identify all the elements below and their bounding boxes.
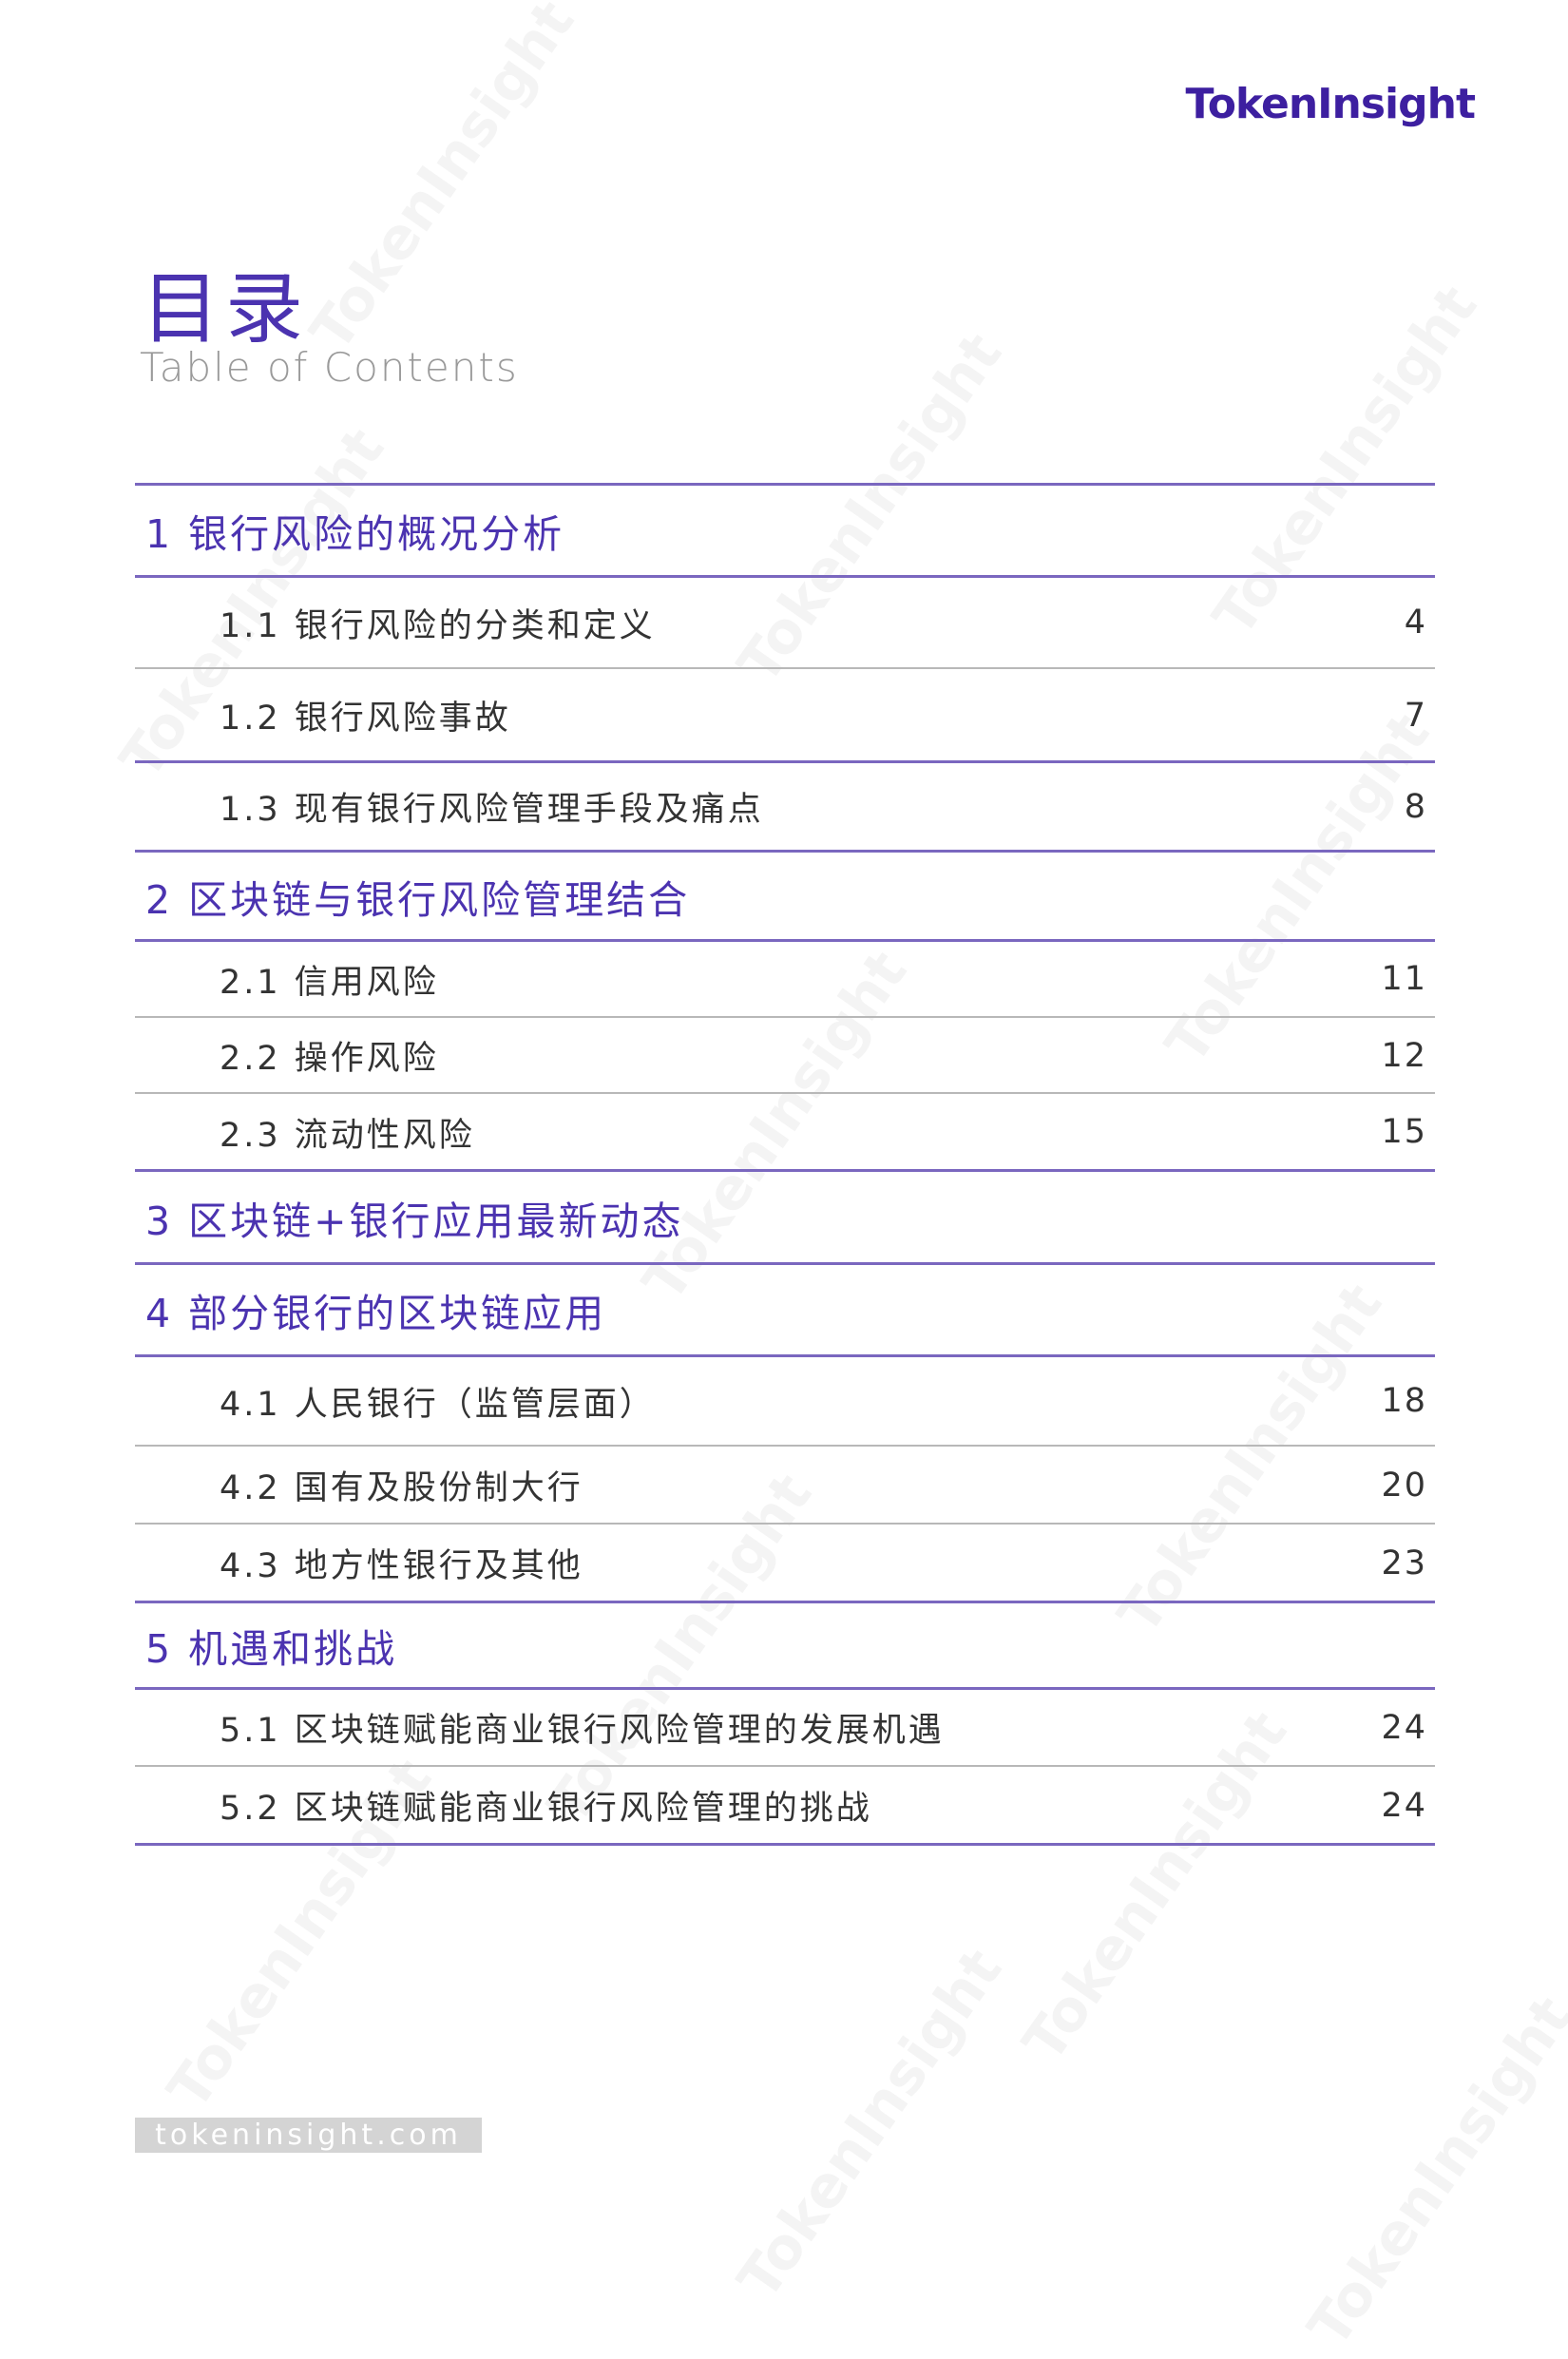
toc-divider: [135, 667, 1435, 669]
toc-entry[interactable]: 5.1 区块链赋能商业银行风险管理的发展机遇 24: [135, 1690, 1427, 1765]
toc-divider: [135, 939, 1435, 942]
toc-divider: [135, 1262, 1435, 1265]
toc-label: 2.2 操作风险: [220, 1040, 439, 1078]
toc-entry[interactable]: 4.1 人民银行（监管层面） 18: [135, 1357, 1427, 1445]
toc-label: 4.1 人民银行（监管层面）: [220, 1385, 656, 1424]
toc-divider: [135, 1016, 1435, 1018]
toc-divider: [135, 1687, 1435, 1690]
toc-label: 3 区块链+银行应用最新动态: [145, 1198, 684, 1244]
toc-divider: [135, 483, 1435, 486]
toc-label: 4 部分银行的区块链应用: [145, 1291, 607, 1336]
toc-page-number: 11: [1381, 960, 1427, 998]
toc-divider: [135, 1445, 1435, 1447]
toc-divider: [135, 1765, 1435, 1767]
toc-entry[interactable]: 1.2 银行风险事故 7: [135, 670, 1427, 760]
toc-label: 5.2 区块链赋能商业银行风险管理的挑战: [220, 1790, 872, 1828]
toc-section[interactable]: 4 部分银行的区块链应用: [135, 1265, 1427, 1354]
toc-entry[interactable]: 2.1 信用风险 11: [135, 942, 1427, 1016]
toc-section[interactable]: 5 机遇和挑战: [135, 1603, 1427, 1687]
toc-page-number: 18: [1381, 1382, 1427, 1420]
toc-entry[interactable]: 1.1 银行风险的分类和定义 4: [135, 578, 1427, 667]
toc-section[interactable]: 1 银行风险的概况分析: [135, 486, 1427, 575]
toc-page-number: 7: [1404, 696, 1427, 735]
toc-entry[interactable]: 4.2 国有及股份制大行 20: [135, 1448, 1427, 1523]
toc-entry[interactable]: 2.2 操作风险 12: [135, 1019, 1427, 1092]
toc-entry[interactable]: 5.2 区块链赋能商业银行风险管理的挑战 24: [135, 1768, 1427, 1843]
toc-page-number: 23: [1381, 1544, 1427, 1582]
toc-divider: [135, 1601, 1435, 1603]
toc-page-number: 24: [1381, 1786, 1427, 1825]
tokeninsight-logo: TokenInsight: [1185, 80, 1476, 128]
toc-page-number: 4: [1404, 604, 1427, 642]
toc-entry[interactable]: 1.3 现有银行风险管理手段及痛点 8: [135, 763, 1427, 850]
toc-label: 4.2 国有及股份制大行: [220, 1469, 583, 1507]
watermark-text: TokenInsight: [1295, 1985, 1568, 2359]
toc-label: 5 机遇和挑战: [145, 1626, 398, 1672]
toc-label: 1.2 银行风险事故: [220, 700, 511, 738]
toc-divider: [135, 1354, 1435, 1357]
footer-url[interactable]: tokeninsight.com: [135, 2118, 482, 2153]
toc-page-number: 8: [1404, 787, 1427, 826]
toc-divider: [135, 1092, 1435, 1094]
watermark-text: TokenInsight: [297, 0, 587, 363]
toc-divider: [135, 850, 1435, 853]
toc-divider: [135, 1843, 1435, 1846]
toc-label: 1.3 现有银行风险管理手段及痛点: [220, 791, 764, 829]
toc-page-number: 15: [1381, 1113, 1427, 1151]
toc-divider: [135, 575, 1435, 578]
toc-page-number: 12: [1381, 1036, 1427, 1075]
toc-divider: [135, 760, 1435, 763]
toc-label: 1 银行风险的概况分析: [145, 511, 565, 557]
toc-divider: [135, 1523, 1435, 1525]
page-subtitle: Table of Contents: [140, 344, 519, 391]
toc-label: 2 区块链与银行风险管理结合: [145, 876, 691, 923]
toc-label: 4.3 地方性银行及其他: [220, 1547, 583, 1585]
toc-section[interactable]: 2 区块链与银行风险管理结合: [135, 853, 1427, 939]
toc-label: 5.1 区块链赋能商业银行风险管理的发展机遇: [220, 1712, 945, 1750]
toc-page-number: 24: [1381, 1708, 1427, 1747]
toc-page-number: 20: [1381, 1466, 1427, 1505]
toc-label: 2.3 流动性风险: [220, 1116, 475, 1155]
toc-divider: [135, 1169, 1435, 1172]
toc-label: 1.1 银行风险的分类和定义: [220, 606, 656, 645]
watermark-text: TokenInsight: [725, 1937, 1015, 2311]
page-title: 目录: [142, 264, 310, 355]
toc-entry[interactable]: 4.3 地方性银行及其他 23: [135, 1525, 1427, 1601]
toc-entry[interactable]: 2.3 流动性风险 15: [135, 1095, 1427, 1169]
toc-section[interactable]: 3 区块链+银行应用最新动态: [135, 1172, 1427, 1262]
toc-label: 2.1 信用风险: [220, 963, 439, 1002]
